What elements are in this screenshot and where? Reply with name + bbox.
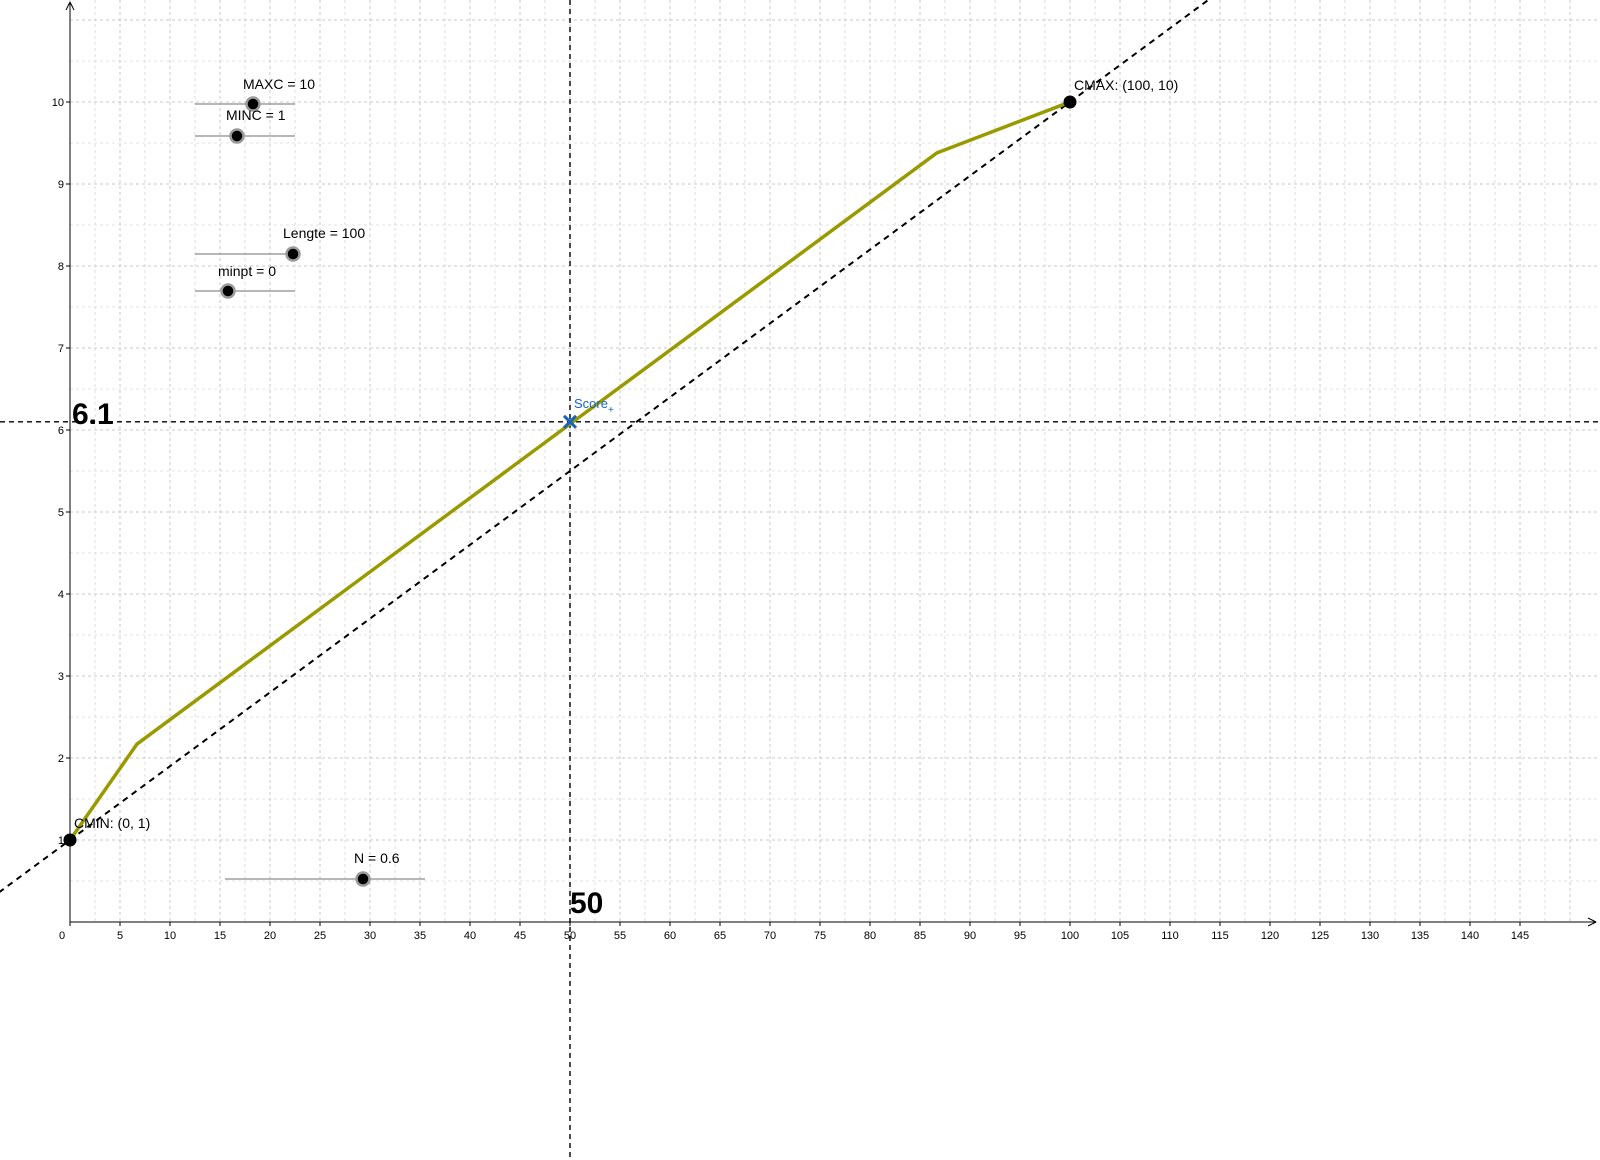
slider-n-knob[interactable] bbox=[355, 871, 371, 887]
x-tick-label: 20 bbox=[264, 930, 276, 942]
x-tick-label: 40 bbox=[464, 930, 476, 942]
y-tick-label: 1 bbox=[58, 835, 64, 847]
slider-minpt-knob[interactable] bbox=[220, 283, 236, 299]
x-tick-label: 70 bbox=[764, 930, 776, 942]
point-cmin[interactable] bbox=[63, 833, 77, 847]
x-tick-label: 10 bbox=[164, 930, 176, 942]
x-tick-label: 5 bbox=[117, 930, 123, 942]
slider-n[interactable]: N = 0.6 bbox=[225, 850, 425, 887]
x-tick-label: 65 bbox=[714, 930, 726, 942]
guide-y-label: 6.1 bbox=[72, 398, 114, 431]
score-point[interactable] bbox=[562, 414, 578, 429]
slider-lengte-knob[interactable] bbox=[285, 246, 301, 262]
sliders-layer: MAXC = 10 MINC = 1 Lengte = 100 minpt = 0 N … bbox=[195, 76, 425, 887]
axes: 0 5 10 15 20 25 30 35 40 45 50 55 60 65 70 75 80 85 90 95 10… bbox=[52, 1, 1597, 942]
x-tick-label: 55 bbox=[614, 930, 626, 942]
x-tick-label: 95 bbox=[1014, 930, 1026, 942]
x-tick-label: 90 bbox=[964, 930, 976, 942]
x-tick-label: 80 bbox=[864, 930, 876, 942]
y-axis-arrow bbox=[65, 1, 75, 11]
x-tick-label: 30 bbox=[364, 930, 376, 942]
x-tick-label: 110 bbox=[1161, 930, 1179, 942]
score-label: Score+ bbox=[574, 396, 614, 416]
x-tick-label: 15 bbox=[214, 930, 226, 942]
y-tick-label: 5 bbox=[58, 507, 64, 519]
x-tick-label: 75 bbox=[814, 930, 826, 942]
grid bbox=[69, 0, 1600, 923]
x-tick-label: 105 bbox=[1111, 930, 1129, 942]
slider-minpt[interactable]: minpt = 0 bbox=[195, 263, 295, 299]
y-tick-label: 2 bbox=[58, 753, 64, 765]
x-tick-label: 120 bbox=[1261, 930, 1279, 942]
point-label-cmax: CMAX: (100, 10) bbox=[1074, 77, 1178, 93]
score-curve[interactable] bbox=[68, 100, 1071, 842]
x-tick-label: 60 bbox=[664, 930, 676, 942]
points-layer: CMIN: (0, 1) CMAX: (100, 10) Score+ bbox=[63, 77, 1178, 847]
x-tick-label: 25 bbox=[314, 930, 326, 942]
x-tick-label: 35 bbox=[414, 930, 426, 942]
x-tick-label: 0 bbox=[59, 930, 65, 942]
score-subscript: + bbox=[608, 405, 614, 416]
guide-x-label: 50 bbox=[570, 887, 603, 920]
curve-layer bbox=[0, 0, 1220, 899]
slider-minc[interactable]: MINC = 1 bbox=[195, 107, 295, 144]
slider-maxc-knob[interactable] bbox=[245, 96, 261, 112]
slider-minpt-label: minpt = 0 bbox=[218, 263, 276, 279]
y-tick-label: 10 bbox=[52, 97, 64, 109]
y-tick-label: 7 bbox=[58, 343, 64, 355]
x-tick-label: 100 bbox=[1061, 930, 1079, 942]
x-tick-label: 125 bbox=[1311, 930, 1329, 942]
y-tick-label: 6 bbox=[58, 425, 64, 437]
slider-maxc-label: MAXC = 10 bbox=[243, 76, 315, 92]
y-tick-label: 9 bbox=[58, 179, 64, 191]
x-tick-label: 85 bbox=[914, 930, 926, 942]
x-tick-label: 130 bbox=[1361, 930, 1379, 942]
slider-minc-knob[interactable] bbox=[229, 128, 245, 144]
x-tick-label: 145 bbox=[1511, 930, 1529, 942]
slider-lengte-label: Lengte = 100 bbox=[283, 225, 365, 241]
point-label-cmin: CMIN: (0, 1) bbox=[74, 815, 150, 831]
x-axis-arrow bbox=[1587, 917, 1597, 927]
slider-n-label: N = 0.6 bbox=[354, 850, 400, 866]
y-tick-label: 4 bbox=[58, 589, 64, 601]
x-tick-label: 45 bbox=[514, 930, 526, 942]
slider-lengte[interactable]: Lengte = 100 bbox=[195, 225, 365, 262]
y-tick-label: 3 bbox=[58, 671, 64, 683]
x-tick-label: 140 bbox=[1461, 930, 1479, 942]
y-tick-label: 8 bbox=[58, 261, 64, 273]
slider-maxc[interactable]: MAXC = 10 bbox=[195, 76, 315, 112]
reference-line[interactable] bbox=[0, 0, 1220, 899]
x-tick-label: 135 bbox=[1411, 930, 1429, 942]
slider-minc-label: MINC = 1 bbox=[226, 107, 286, 123]
point-cmax[interactable] bbox=[1063, 95, 1077, 109]
x-tick-label: 115 bbox=[1211, 930, 1229, 942]
